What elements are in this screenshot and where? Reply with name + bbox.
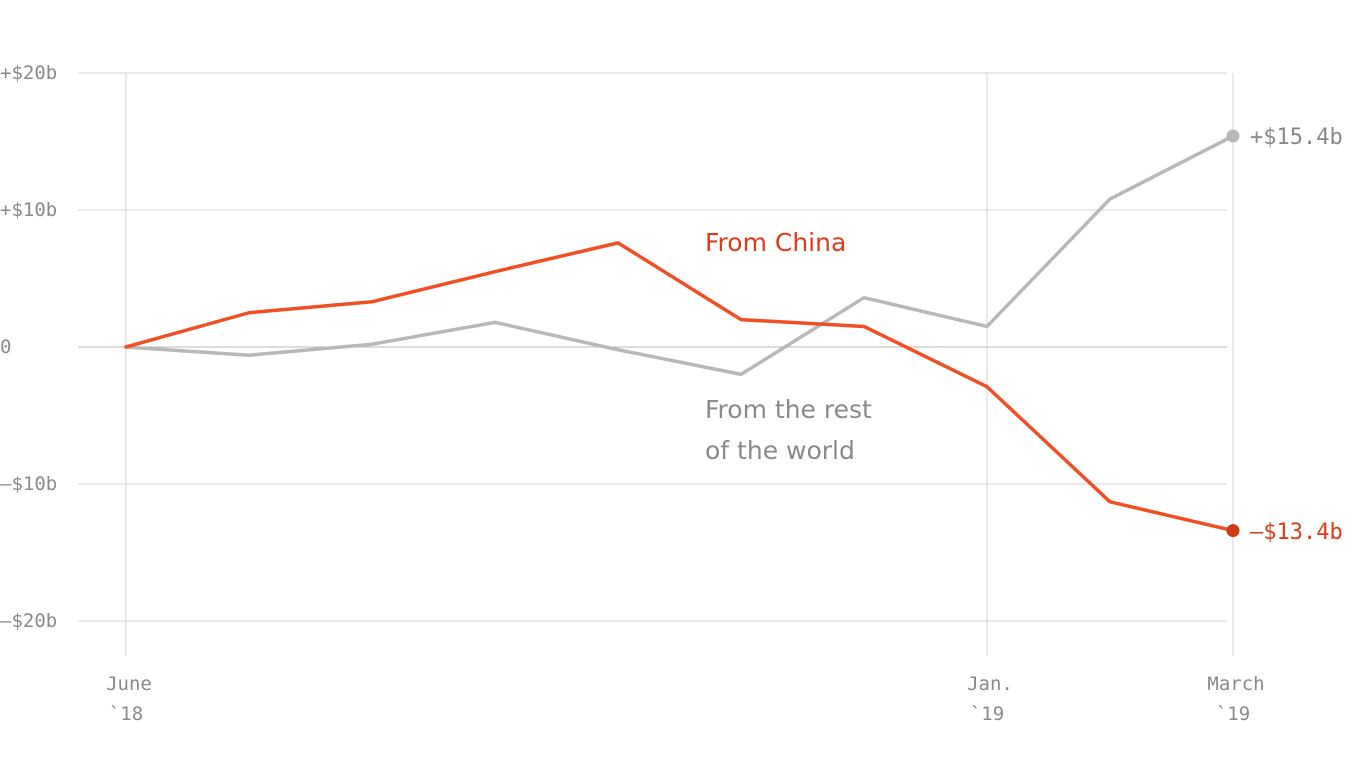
end-dot-world bbox=[1226, 129, 1240, 143]
y-tick-label: 0 bbox=[0, 336, 11, 358]
end-value-label-world: +$15.4b bbox=[1250, 125, 1343, 150]
series-label-china: From China bbox=[705, 228, 846, 257]
x-tick-label-year: `19 bbox=[1216, 703, 1250, 725]
x-axis-tick-labels: June `18 Jan. `19 March `19 bbox=[106, 673, 1264, 725]
x-tick-label-year: `18 bbox=[109, 703, 143, 725]
x-tick-label: March bbox=[1207, 673, 1264, 695]
x-tick-label-year: `19 bbox=[970, 703, 1004, 725]
gridlines bbox=[78, 72, 1234, 656]
y-tick-label: –$10b bbox=[0, 473, 57, 495]
series-lines bbox=[124, 134, 1235, 533]
x-tick-label: June bbox=[106, 673, 152, 695]
series-label-world: From the rest bbox=[705, 395, 872, 424]
end-dot-china bbox=[1226, 524, 1240, 538]
y-tick-label: –$20b bbox=[0, 610, 57, 632]
y-axis-tick-labels: +$20b +$10b 0 –$10b –$20b bbox=[0, 62, 57, 632]
end-value-label-china: –$13.4b bbox=[1250, 520, 1343, 545]
series-line-world bbox=[124, 134, 1235, 377]
series-line-china bbox=[124, 241, 1235, 533]
y-tick-label: +$20b bbox=[0, 62, 57, 84]
end-point-markers bbox=[1226, 129, 1240, 538]
x-tick-label: Jan. bbox=[967, 673, 1013, 695]
y-tick-label: +$10b bbox=[0, 199, 57, 221]
series-label-world-line2: of the world bbox=[705, 436, 855, 465]
